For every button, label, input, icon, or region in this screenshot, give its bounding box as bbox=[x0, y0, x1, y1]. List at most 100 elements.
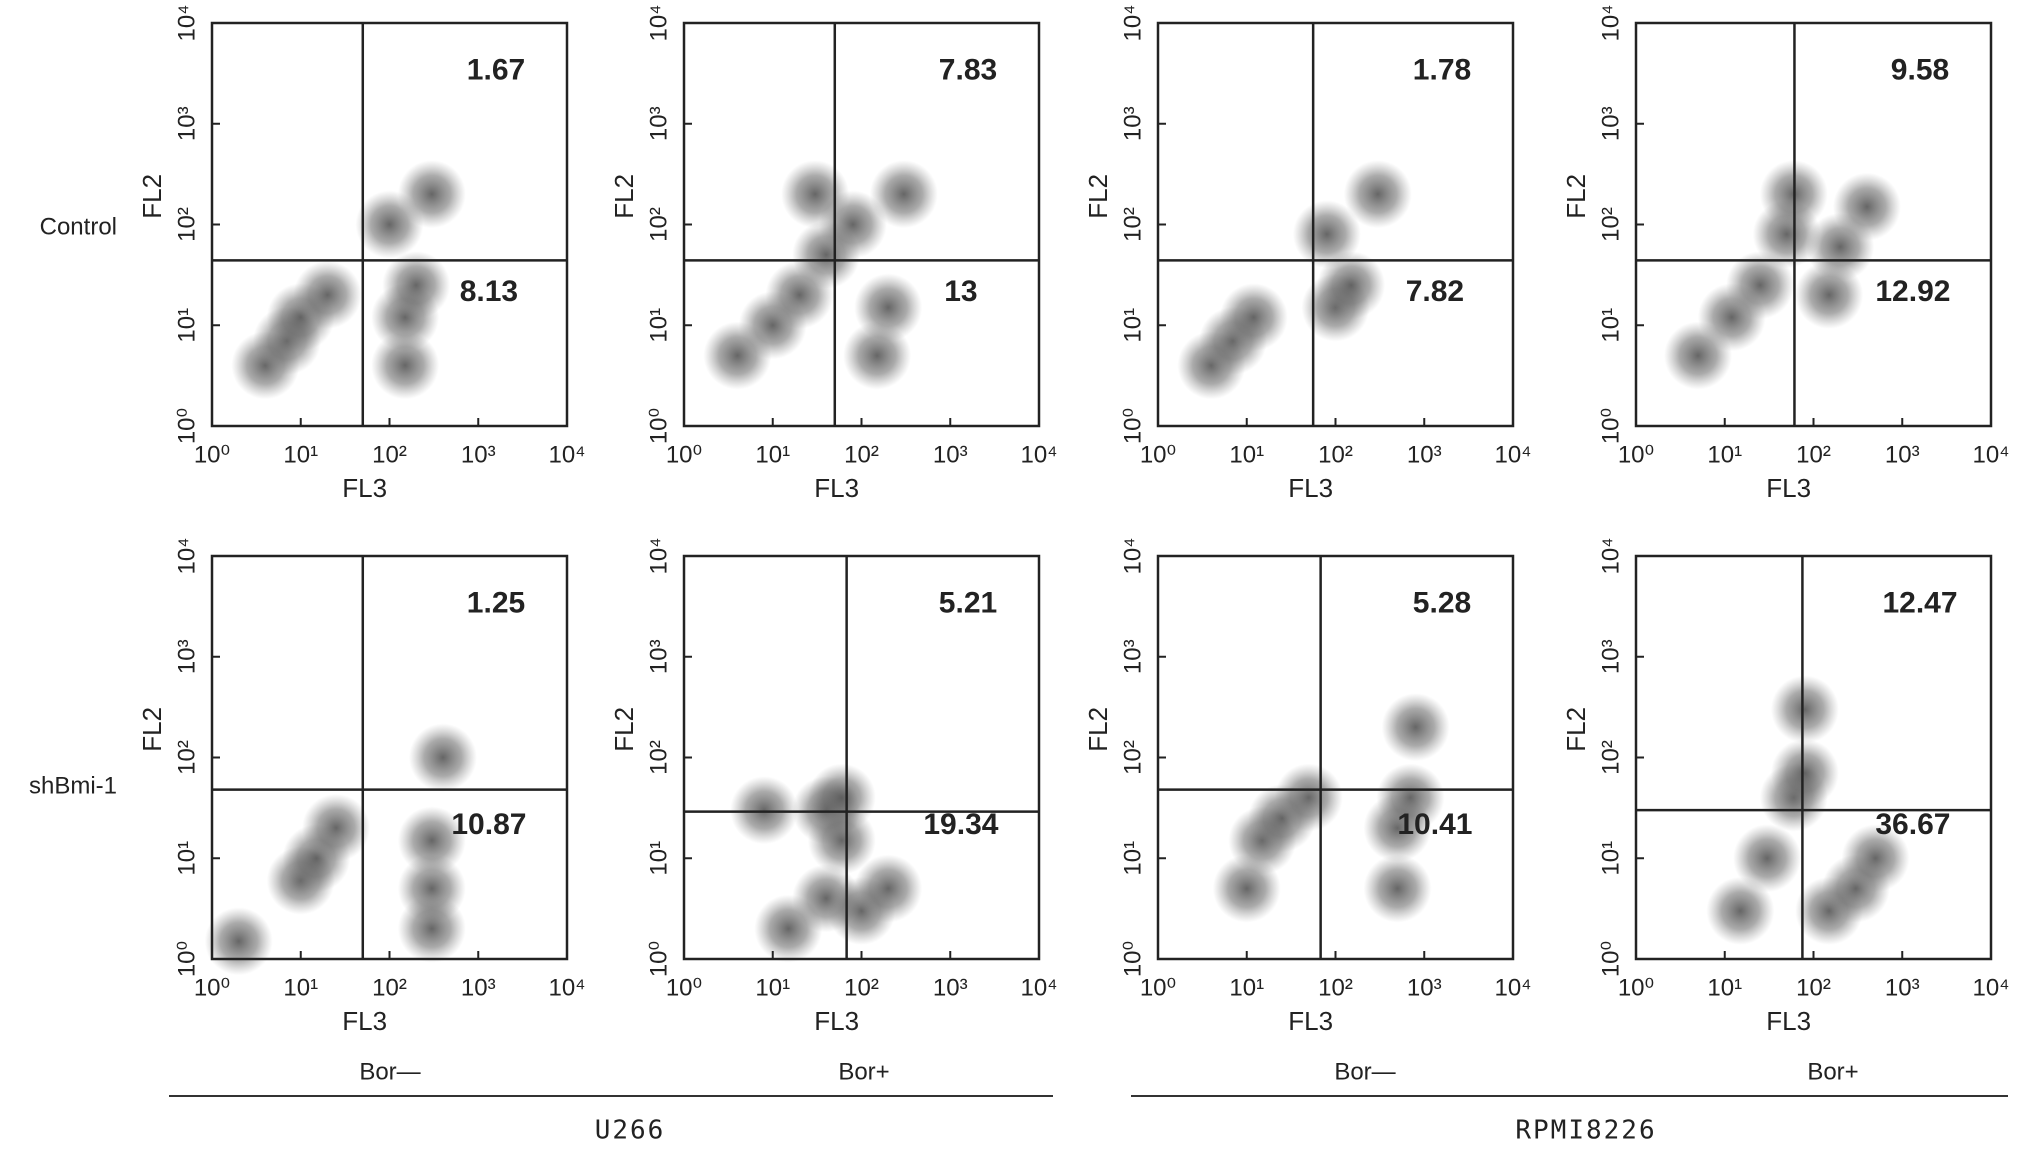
quadrant-value: 12.92 bbox=[1875, 275, 1950, 308]
quadrant-value: 36.67 bbox=[1875, 808, 1950, 841]
x-tick-label: 10¹ bbox=[283, 974, 318, 1001]
point-cloud bbox=[1726, 251, 1795, 320]
y-tick-label: 10⁴ bbox=[1597, 4, 1624, 41]
quadrant-value: 19.34 bbox=[923, 808, 998, 841]
point-cloud bbox=[1706, 876, 1775, 945]
x-axis-label: FL3 bbox=[342, 1006, 387, 1036]
x-tick-label: 10¹ bbox=[283, 441, 318, 468]
y-axis-label: FL2 bbox=[1083, 174, 1113, 219]
x-tick-label: 10¹ bbox=[1229, 441, 1264, 468]
x-tick-label: 10¹ bbox=[1707, 974, 1742, 1001]
quadrant-value: 7.82 bbox=[1406, 275, 1464, 308]
x-tick-label: 10⁴ bbox=[548, 441, 585, 468]
y-tick-label: 10² bbox=[1597, 740, 1624, 775]
y-tick-label: 10² bbox=[173, 740, 200, 775]
point-cloud bbox=[1770, 675, 1839, 744]
y-tick-label: 10⁴ bbox=[1119, 537, 1146, 574]
y-tick-label: 10³ bbox=[1597, 106, 1624, 141]
y-tick-label: 10² bbox=[1597, 207, 1624, 242]
point-cloud bbox=[1832, 172, 1901, 241]
y-tick-label: 10² bbox=[173, 207, 200, 242]
point-cloud bbox=[730, 776, 799, 845]
quadrant-value: 8.13 bbox=[460, 275, 518, 308]
x-axis-label: FL3 bbox=[1288, 1006, 1333, 1036]
x-tick-label: 10⁰ bbox=[1140, 441, 1176, 468]
y-tick-label: 10⁰ bbox=[645, 408, 672, 444]
y-tick-label: 10⁴ bbox=[645, 4, 672, 41]
x-axis-label: FL3 bbox=[1288, 473, 1333, 503]
y-tick-label: 10³ bbox=[173, 639, 200, 674]
x-tick-label: 10³ bbox=[461, 441, 496, 468]
x-tick-label: 10⁰ bbox=[194, 441, 230, 468]
y-tick-label: 10⁴ bbox=[645, 537, 672, 574]
y-tick-label: 10⁴ bbox=[173, 4, 200, 41]
y-axis-label: FL2 bbox=[609, 174, 639, 219]
quadrant-value: 1.67 bbox=[467, 53, 525, 86]
y-tick-label: 10³ bbox=[645, 639, 672, 674]
x-axis-label: FL3 bbox=[1766, 473, 1811, 503]
x-tick-label: 10² bbox=[844, 441, 879, 468]
y-tick-label: 10² bbox=[1119, 740, 1146, 775]
x-tick-label: 10³ bbox=[1407, 974, 1442, 1001]
point-cloud bbox=[371, 331, 440, 400]
point-cloud bbox=[204, 907, 273, 976]
y-tick-label: 10³ bbox=[1119, 639, 1146, 674]
y-tick-label: 10³ bbox=[645, 106, 672, 141]
y-tick-label: 10⁰ bbox=[645, 941, 672, 977]
x-tick-label: 10² bbox=[372, 441, 407, 468]
x-tick-label: 10⁰ bbox=[666, 441, 702, 468]
point-cloud bbox=[781, 160, 850, 229]
x-tick-label: 10⁰ bbox=[666, 974, 702, 1001]
point-cloud bbox=[854, 854, 923, 923]
point-cloud bbox=[1274, 763, 1343, 832]
quadrant-value: 1.78 bbox=[1413, 53, 1471, 86]
x-tick-label: 10¹ bbox=[755, 974, 790, 1001]
column-label: Bor+ bbox=[838, 1058, 889, 1085]
x-tick-label: 10⁴ bbox=[548, 974, 585, 1001]
x-tick-label: 10² bbox=[1318, 441, 1353, 468]
point-cloud bbox=[1381, 693, 1450, 762]
point-cloud bbox=[843, 321, 912, 390]
x-axis-label: FL3 bbox=[814, 473, 859, 503]
point-cloud bbox=[302, 793, 371, 862]
y-axis-label: FL2 bbox=[137, 174, 167, 219]
point-cloud bbox=[1219, 283, 1288, 352]
y-tick-label: 10⁴ bbox=[1119, 4, 1146, 41]
y-axis-label: FL2 bbox=[609, 707, 639, 752]
x-tick-label: 10³ bbox=[461, 974, 496, 1001]
x-tick-label: 10¹ bbox=[1707, 441, 1742, 468]
y-tick-label: 10⁰ bbox=[1597, 408, 1624, 444]
quadrant-value: 5.28 bbox=[1413, 586, 1471, 619]
y-axis-label: FL2 bbox=[137, 707, 167, 752]
x-tick-label: 10² bbox=[844, 974, 879, 1001]
x-tick-label: 10¹ bbox=[1229, 974, 1264, 1001]
x-tick-label: 10⁴ bbox=[1494, 441, 1531, 468]
y-tick-label: 10¹ bbox=[1119, 308, 1146, 343]
y-tick-label: 10⁰ bbox=[173, 408, 200, 444]
y-tick-label: 10³ bbox=[1119, 106, 1146, 141]
x-tick-label: 10⁴ bbox=[1020, 441, 1057, 468]
x-tick-label: 10² bbox=[372, 974, 407, 1001]
y-tick-label: 10² bbox=[1119, 207, 1146, 242]
x-tick-label: 10³ bbox=[1885, 441, 1920, 468]
column-label: Bor+ bbox=[1807, 1058, 1858, 1085]
row-label: shBmi-1 bbox=[29, 772, 117, 799]
x-tick-label: 10⁰ bbox=[1140, 974, 1176, 1001]
quadrant-value: 10.41 bbox=[1397, 808, 1472, 841]
y-tick-label: 10³ bbox=[1597, 639, 1624, 674]
y-tick-label: 10⁴ bbox=[173, 537, 200, 574]
y-tick-label: 10⁰ bbox=[1119, 408, 1146, 444]
point-cloud bbox=[1292, 200, 1361, 269]
y-tick-label: 10¹ bbox=[1119, 841, 1146, 876]
x-tick-label: 10⁴ bbox=[1972, 441, 2009, 468]
quadrant-value: 1.25 bbox=[467, 586, 525, 619]
point-cloud bbox=[397, 806, 466, 875]
point-cloud bbox=[869, 160, 938, 229]
y-tick-label: 10⁰ bbox=[1119, 941, 1146, 977]
x-tick-label: 10¹ bbox=[755, 441, 790, 468]
point-cloud bbox=[1770, 739, 1839, 808]
y-tick-label: 10¹ bbox=[173, 841, 200, 876]
point-cloud bbox=[1376, 763, 1445, 832]
y-tick-label: 10⁰ bbox=[173, 941, 200, 977]
